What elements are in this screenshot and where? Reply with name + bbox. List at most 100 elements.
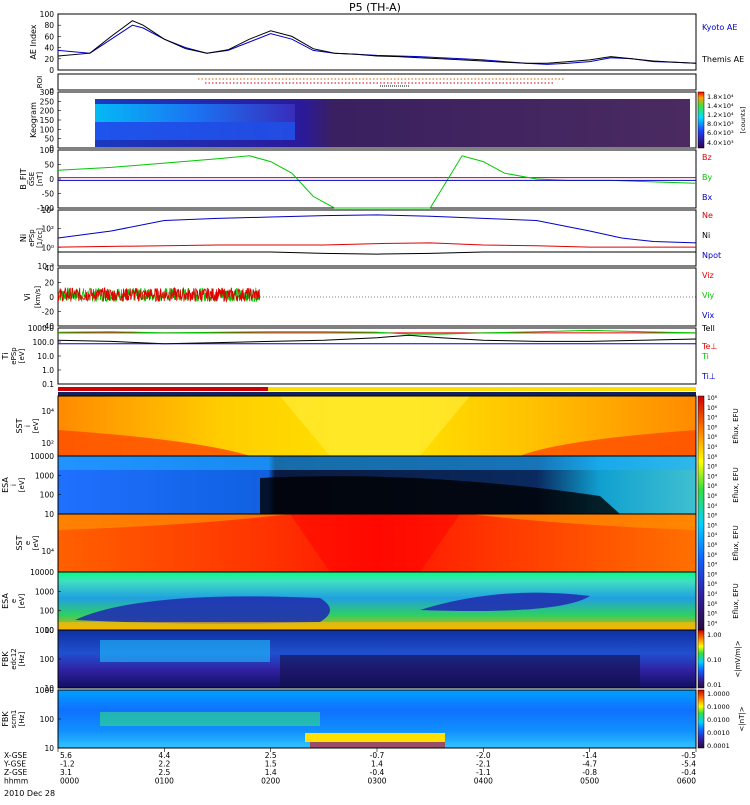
roi-ylabel: ROI — [36, 76, 44, 88]
eflux-cbar-tick: 10⁶ — [707, 522, 718, 529]
ae-panel: AE Index 0 20 40 60 80 100 Kyoto AE Themis AE — [29, 10, 744, 75]
x-row-value: 0100 — [155, 777, 174, 786]
temperature-ylabel: Ti — [1, 353, 10, 361]
eflux-cbar-tick: 10⁶ — [707, 434, 718, 441]
temperature-y-tick: 1000.0 — [28, 324, 54, 333]
eflux-cbar-tick: 10⁸ — [707, 483, 718, 490]
x-row-value: 2.5 — [265, 751, 277, 760]
eflux-cbar-tick: 10⁶ — [707, 581, 718, 588]
fbk-b-y-tick: 1000 — [35, 686, 54, 695]
x-row-value: -0.4 — [681, 768, 696, 777]
x-axis-table: X-GSE 5.6 4.4 2.5 -0.7 -2.0 -1.4 -0.5 Y-GSE -1.2 2… — [3, 748, 697, 786]
x-row-value: 0500 — [580, 777, 599, 786]
esa-i-y-tick: 10 — [44, 510, 54, 519]
sst-i-yunit: [eV] — [32, 418, 40, 433]
density-ylabel2: ePSp — [28, 229, 36, 247]
keogram-band — [95, 104, 295, 122]
legend-bz: Bz — [702, 153, 712, 162]
density-frame — [57, 209, 697, 267]
temperature-ylabel2: ePSp — [10, 347, 18, 365]
x-row-value: -0.5 — [681, 751, 696, 760]
sst-e-upper — [58, 514, 696, 530]
density-series — [57, 214, 697, 255]
keogram-cbar-tick: 8.0×10³ — [707, 120, 734, 128]
sst-e-y-tick: 10⁴ — [41, 547, 54, 556]
x-row-value: 1.4 — [265, 768, 277, 777]
velocity-ylabel: Vi — [23, 293, 32, 301]
density-y-tick: 10⁰ — [41, 243, 54, 252]
sst-i-y-tick: 10⁴ — [41, 407, 54, 416]
sst-i-red-right — [520, 430, 696, 456]
density-y-tick: 10⁻³ — [37, 262, 54, 271]
keogram-y-tick: 0 — [49, 144, 54, 153]
x-row-value: 1.5 — [265, 760, 277, 769]
legend-ni: Ni — [702, 231, 710, 240]
x-row-label: X-GSE — [4, 751, 27, 760]
sst-e-yunit: [eV] — [32, 535, 40, 550]
roi-panel: ROI 0 — [36, 73, 697, 95]
sst-i-panel: SST i [eV] 10² 10⁴ — [15, 395, 697, 457]
date-label: 2010 Dec 28 — [4, 789, 55, 798]
eflux-cbar-tick: 10⁴ — [707, 415, 718, 422]
fbk-b-y-ticks: 10 100 1000 — [35, 686, 61, 753]
fbk-e-panel: FBK edc12 [Hz] 10 100 1000 1.00 0.10 0.01 <|… — [1, 626, 742, 693]
eflux-cbar-tick: 10⁶ — [707, 405, 718, 412]
x-row-value: -2.0 — [476, 751, 491, 760]
keogram-cbar-tick: 1.8×10⁴ — [707, 93, 734, 101]
legend-viz: Viz — [702, 271, 714, 280]
eflux-cbar-tick: 10⁴ — [707, 620, 718, 627]
eflux-cbar-tick: 10⁶ — [707, 611, 718, 618]
x-row-value: 0400 — [474, 777, 493, 786]
fbk-b-cbar-label: <|nT|> — [738, 706, 746, 731]
keogram-y-tick: 300 — [40, 88, 55, 97]
keogram-y-tick: 200 — [40, 107, 55, 116]
x-row-label: hhmm — [4, 777, 28, 786]
sst-i-ylabel2: i — [24, 425, 32, 427]
legend-npot: Npot — [702, 251, 721, 260]
temperature-y-tick: 0.1 — [42, 380, 54, 389]
keogram-y-tick: 50 — [44, 135, 54, 144]
fbk-e-cbar-label: <|mV/m|> — [734, 640, 742, 677]
ae-y-ticks: 0 20 40 60 80 100 — [40, 10, 61, 75]
x-row-value: 0600 — [677, 777, 696, 786]
x-row-value: -2.1 — [476, 760, 491, 769]
mode-bar-yellow — [58, 387, 696, 391]
fbk-e-cbar-tick: 1.00 — [707, 631, 721, 639]
x-row-value: 0200 — [261, 777, 280, 786]
keogram-band-low — [95, 122, 295, 140]
ae-themisae-line — [57, 20, 697, 64]
velocity-y-tick: -40 — [42, 322, 54, 331]
fbk-e-ylabel: FBK — [1, 651, 10, 667]
ae-y-tick: 60 — [44, 32, 54, 41]
roi-y-tick: 0 — [50, 87, 54, 95]
esa-e-panel: ESA e [eV] 10 100 1000 10000 — [1, 568, 697, 635]
legend-vix: Vix — [702, 311, 715, 320]
b-field-y-tick: 0 — [49, 175, 54, 184]
esa-i-y-tick: 10000 — [30, 452, 54, 461]
keogram-y-tick: 250 — [40, 97, 55, 106]
temperature-y-ticks: 0.1 1.0 10.0 100.0 1000.0 — [28, 324, 61, 389]
b-field-ylabel: B_FIT — [19, 168, 28, 189]
density-y-tick: 10² — [41, 225, 54, 234]
density-ne-line — [57, 242, 696, 248]
temperature-tell-line — [57, 334, 697, 345]
temperature-y-tick: 1.0 — [42, 366, 54, 375]
keogram-cbar-unit: [counts] — [739, 107, 747, 134]
x-row-value: 3.1 — [60, 768, 72, 777]
velocity-y-tick: -20 — [42, 308, 54, 317]
ae-frame — [57, 13, 697, 71]
eflux-cbar-label-2: Eflux, EFU — [732, 467, 740, 502]
density-npot-line — [58, 251, 696, 255]
density-panel: Ni ePSp [1/cc] 10⁻³ 10⁰ 10² 10⁴ Ne Ni Npot — [19, 206, 721, 271]
b-field-panel: B_FIT GSE [nT] -100 -50 0 50 100 Bz By Bx — [19, 146, 712, 213]
ae-y-tick: 80 — [44, 21, 54, 30]
eflux-cbar-label-4: Eflux, EFU — [732, 583, 740, 618]
ae-series — [57, 20, 697, 65]
fbk-e-y-tick: 100 — [40, 655, 55, 664]
eflux-cbar-label-1: Eflux, EFU — [732, 408, 740, 443]
x-row-label: Z-GSE — [4, 768, 28, 777]
sst-e-ylabel2: e — [24, 541, 32, 545]
ae-y-tick: 20 — [44, 55, 54, 64]
esa-e-blue-left — [75, 596, 330, 624]
